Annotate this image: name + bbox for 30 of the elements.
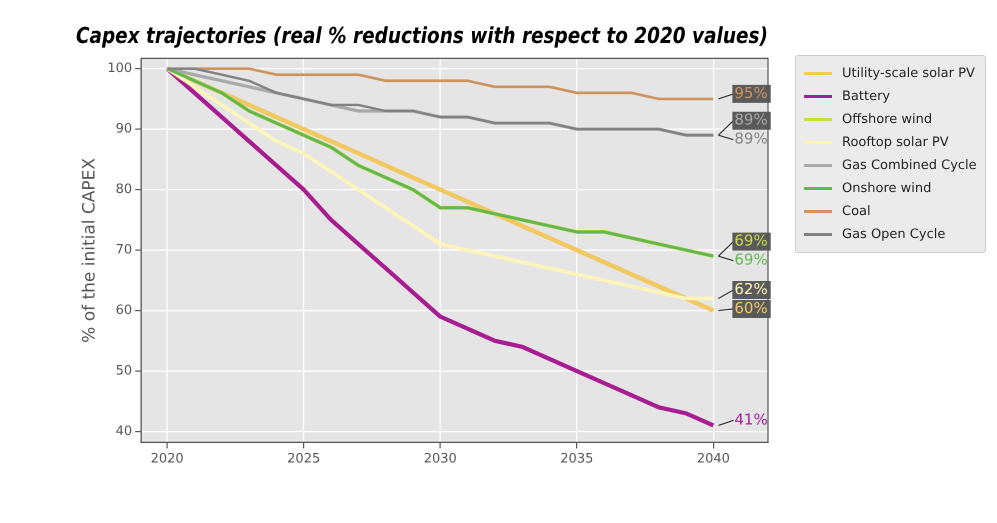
x-tick-label: 2020 (150, 452, 184, 467)
legend-label: Utility-scale solar PV (842, 66, 975, 81)
y-tick-label: 90 (116, 122, 132, 137)
legend-label: Gas Open Cycle (842, 227, 946, 242)
y-tick-label: 70 (116, 242, 132, 258)
y-tick-label: 60 (116, 302, 132, 318)
y-tick-label: 80 (116, 182, 132, 197)
data-label: 62% (734, 280, 768, 298)
data-label: 89% (734, 110, 768, 129)
x-tick-label: 2025 (287, 452, 320, 467)
x-tick-label: 2040 (696, 452, 730, 467)
data-label: 89% (734, 130, 768, 148)
y-tick-label: 100 (107, 61, 132, 76)
chart-title: Capex trajectories (real % reductions with respect to 2020 values) (76, 22, 768, 48)
legend-label: Rooftop solar PV (842, 135, 949, 150)
legend-label: Offshore wind (842, 112, 932, 127)
y-tick-label: 50 (116, 363, 132, 378)
legend-label: Onshore wind (842, 181, 932, 196)
y-axis-title: % of the initial CAPEX (80, 158, 100, 343)
data-label: 69% (734, 232, 768, 250)
legend-label: Gas Combined Cycle (842, 158, 977, 173)
legend-label: Battery (842, 89, 890, 104)
legend-label: Coal (842, 204, 871, 219)
x-tick-label: 2035 (560, 452, 594, 467)
x-tick-label: 2030 (424, 452, 457, 467)
data-label: 95% (734, 84, 768, 102)
data-label: 69% (734, 250, 768, 269)
y-tick-label: 40 (116, 424, 132, 439)
data-label: 60% (734, 298, 768, 317)
data-label: 41% (734, 410, 768, 428)
